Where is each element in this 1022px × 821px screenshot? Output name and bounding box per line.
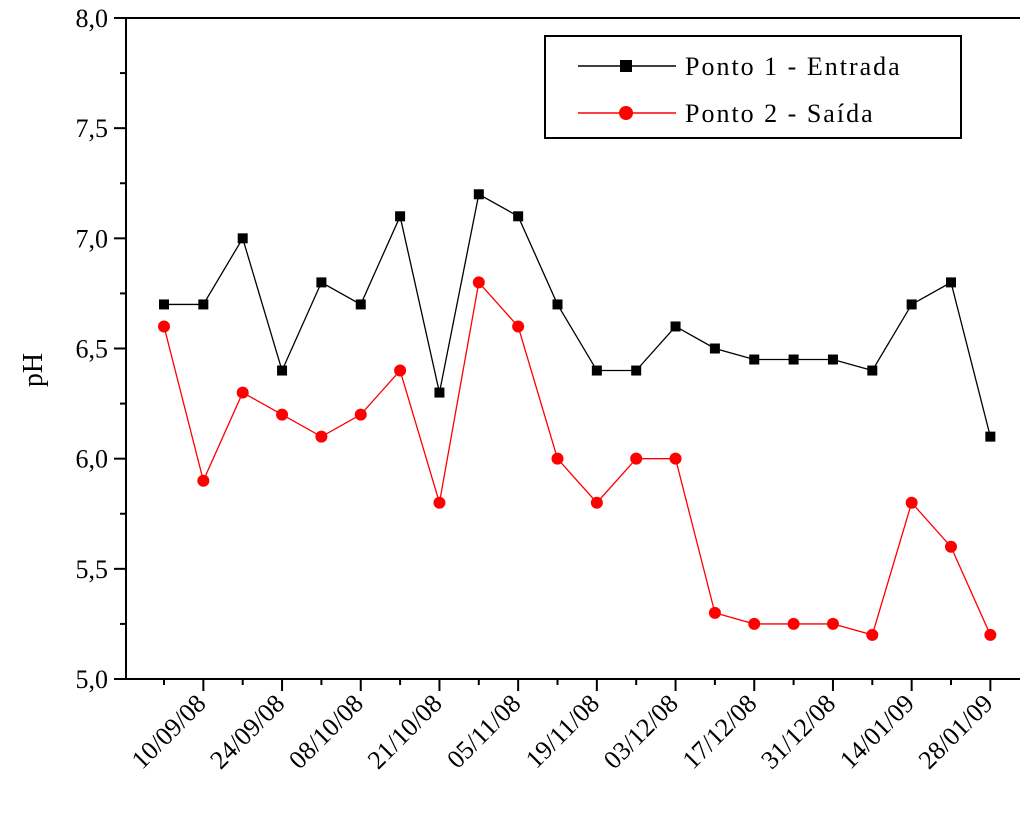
- y-tick-label: 7,5: [76, 114, 109, 143]
- data-point-square: [552, 299, 563, 310]
- data-point-square: [591, 365, 602, 376]
- legend: Ponto 1 - Entrada Ponto 2 - Saída: [544, 35, 962, 139]
- data-point-circle: [512, 320, 525, 333]
- data-point-square: [946, 277, 956, 288]
- data-point-square: [709, 343, 720, 354]
- y-tick-label: 6,0: [76, 445, 109, 474]
- data-point-circle: [984, 628, 997, 641]
- series-line-1: [164, 193, 991, 437]
- y-tick-label: 6,5: [76, 335, 109, 364]
- data-point-circle: [669, 452, 682, 465]
- x-tick-label: 03/12/08: [598, 689, 684, 775]
- data-point-circle: [787, 617, 800, 630]
- data-point-circle: [354, 408, 367, 421]
- data-point-circle: [905, 496, 918, 509]
- x-tick-label: 24/09/08: [204, 689, 290, 775]
- data-point-circle: [551, 452, 564, 465]
- series-1: [159, 189, 996, 442]
- data-point-square: [513, 211, 524, 222]
- data-point-circle: [315, 430, 328, 443]
- legend-label-1: Ponto 1 - Entrada: [685, 52, 902, 81]
- x-tick-label: 08/10/08: [283, 689, 369, 775]
- x-tick-label: 17/12/08: [677, 689, 763, 775]
- x-tick-label: 10/09/08: [126, 689, 212, 775]
- data-point-square: [749, 354, 760, 365]
- x-tick-label: 21/10/08: [362, 689, 448, 775]
- y-tick-label: 8,0: [76, 4, 109, 33]
- data-point-square: [237, 233, 248, 244]
- x-tick-label: 19/11/08: [520, 689, 605, 774]
- data-point-square: [827, 354, 838, 365]
- data-point-circle: [866, 628, 879, 641]
- data-point-circle: [748, 617, 761, 630]
- data-point-circle: [158, 320, 170, 333]
- data-point-circle: [590, 496, 603, 509]
- data-point-square: [434, 387, 445, 398]
- series-layer: [158, 189, 997, 641]
- data-point-square: [473, 189, 484, 200]
- data-point-square: [316, 277, 327, 288]
- data-point-circle: [276, 408, 289, 421]
- y-tick-label: 7,0: [76, 224, 109, 253]
- data-point-circle: [826, 617, 839, 630]
- y-tick-label: 5,0: [76, 665, 109, 694]
- x-tick-label: 31/12/08: [755, 689, 841, 775]
- data-point-square: [198, 299, 209, 310]
- x-tick-label: 28/01/09: [913, 689, 999, 775]
- data-point-circle: [630, 452, 643, 465]
- legend-marker-square: [620, 60, 632, 72]
- data-point-square: [788, 354, 799, 365]
- data-point-circle: [708, 606, 721, 619]
- data-point-circle: [472, 276, 485, 289]
- data-point-circle: [236, 386, 249, 399]
- series-line-2: [163, 280, 991, 636]
- data-point-square: [985, 431, 996, 442]
- legend-label-2: Ponto 2 - Saída: [685, 99, 875, 128]
- x-axis: 10/09/0824/09/0808/10/0821/10/0805/11/08…: [126, 679, 999, 775]
- legend-box: [544, 35, 962, 139]
- data-point-square: [395, 211, 406, 222]
- data-point-square: [355, 299, 366, 310]
- x-tick-label: 14/01/09: [834, 689, 920, 775]
- series-2: [158, 276, 997, 641]
- y-tick-label: 5,5: [76, 555, 109, 584]
- data-point-square: [670, 321, 681, 332]
- data-point-square: [277, 365, 288, 376]
- data-point-square: [867, 365, 878, 376]
- data-point-circle: [433, 496, 446, 509]
- data-point-circle: [945, 540, 957, 553]
- y-axis: 5,0 5,5 6,0 6,5 7,0 7,5 8,0: [76, 4, 126, 694]
- data-point-square: [906, 299, 917, 310]
- legend-marker-circle: [619, 106, 633, 120]
- x-tick-label: 05/11/08: [441, 689, 526, 774]
- data-point-circle: [394, 364, 407, 377]
- data-point-circle: [197, 474, 210, 487]
- data-point-square: [631, 365, 642, 376]
- y-axis-title: pH: [18, 353, 49, 387]
- data-point-square: [159, 299, 169, 310]
